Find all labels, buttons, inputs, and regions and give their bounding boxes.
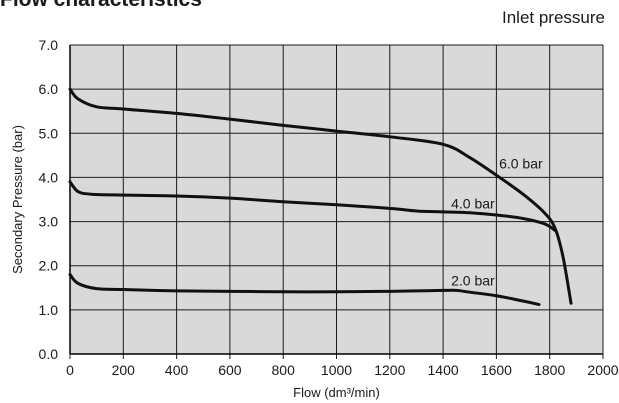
y-tick-label: 7.0 — [39, 37, 59, 53]
y-tick-label: 2.0 — [39, 258, 59, 274]
x-tick-label: 200 — [112, 362, 136, 378]
x-tick-label: 1200 — [374, 362, 405, 378]
y-tick-label: 3.0 — [39, 214, 59, 230]
tick-labels: 0 200 400 600 800 1000 1200 1400 1600 1800 2000 0.0… — [39, 37, 619, 378]
y-tick-label: 0.0 — [39, 346, 59, 362]
x-axis-label: Flow (dm³/min) — [293, 385, 380, 400]
x-tick-label: 1600 — [481, 362, 512, 378]
grid-lines — [69, 44, 604, 359]
series-line-2-0-bar — [68, 273, 541, 307]
y-tick-label: 5.0 — [39, 125, 59, 141]
series-label-6-0-bar: 6.0 bar — [499, 156, 543, 172]
legend-title: Inlet pressure — [502, 8, 605, 27]
x-tick-label: 1800 — [534, 362, 565, 378]
page-heading: Flow characteristics — [0, 0, 202, 12]
y-tick-label: 1.0 — [39, 302, 59, 318]
y-tick-label: 6.0 — [39, 81, 59, 97]
series-label-4-0-bar: 4.0 bar — [451, 195, 495, 211]
x-tick-label: 0 — [66, 362, 74, 378]
series-layer: 6.0 bar 4.0 bar 2.0 bar — [68, 87, 573, 307]
y-axis-label: Secondary Pressure (bar) — [10, 125, 25, 274]
x-tick-label: 400 — [165, 362, 189, 378]
y-tick-label: 4.0 — [39, 169, 59, 185]
series-label-2-0-bar: 2.0 bar — [451, 273, 495, 289]
x-tick-label: 2000 — [587, 362, 618, 378]
x-tick-label: 600 — [218, 362, 242, 378]
x-tick-label: 1400 — [428, 362, 459, 378]
x-tick-label: 800 — [272, 362, 296, 378]
series-line-6-0-bar — [68, 87, 573, 305]
series-line-4-0-bar — [68, 180, 557, 232]
x-tick-label: 1000 — [321, 362, 352, 378]
